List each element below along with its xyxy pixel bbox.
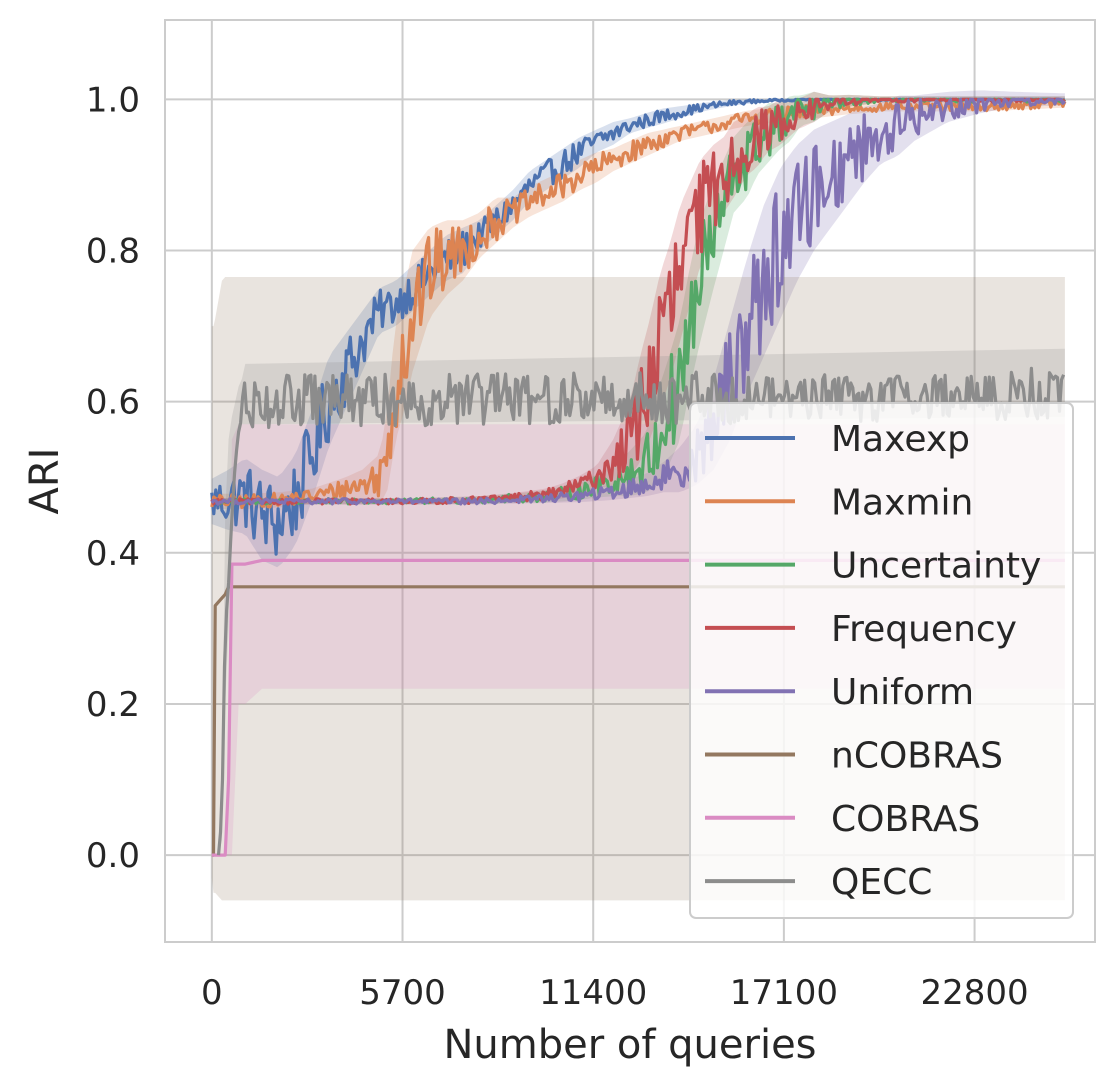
x-tick-label: 11400 [539,973,647,1013]
legend-item-maxmin: Maxmin [705,482,973,523]
legend-item-ncobras: nCOBRAS [705,736,1003,777]
y-tick-label: 1.0 [86,80,140,120]
legend-label: Frequency [831,609,1017,650]
legend-item-qecc: QECC [705,862,932,903]
y-tick-label: 0.0 [86,836,140,876]
legend-label: Uniform [831,672,974,713]
legend-item-cobras: COBRAS [705,799,980,840]
line-maxmin [210,98,1067,510]
legend-item-uniform: Uniform [705,672,974,713]
legend-label: nCOBRAS [831,736,1003,777]
y-tick-label: 0.6 [86,383,140,423]
legend-label: COBRAS [831,799,980,840]
y-axis-label: ARI [22,448,68,515]
legend-label: Uncertainty [831,546,1041,587]
x-axis-label: Number of queries [443,1022,816,1068]
legend-item-frequency: Frequency [705,609,1017,650]
legend-label: Maxexp [831,419,970,460]
legend-item-uncertainty: Uncertainty [705,546,1041,587]
x-tick-label: 0 [201,973,223,1013]
legend: Maxexp Maxmin Uncertainty Frequency Uniform n… [689,402,1074,919]
legend-box [689,402,1074,919]
y-tick-label: 0.8 [86,232,140,272]
x-tick-label: 22800 [920,973,1028,1013]
line-qecc [216,366,1066,856]
band-uniform [211,90,1065,505]
line-uniform [210,97,1066,506]
y-tick-label: 0.2 [86,685,140,725]
x-axis-ticks: 0 5700 11400 17100 22800 [201,973,1029,1013]
legend-item-maxexp: Maxexp [705,419,970,460]
y-tick-label: 0.4 [86,534,140,574]
legend-label: QECC [831,862,932,903]
y-axis-ticks: 0.0 0.2 0.4 0.6 0.8 1.0 [86,80,140,876]
x-tick-label: 17100 [730,973,838,1013]
x-tick-label: 5700 [359,973,446,1013]
legend-label: Maxmin [831,482,973,523]
